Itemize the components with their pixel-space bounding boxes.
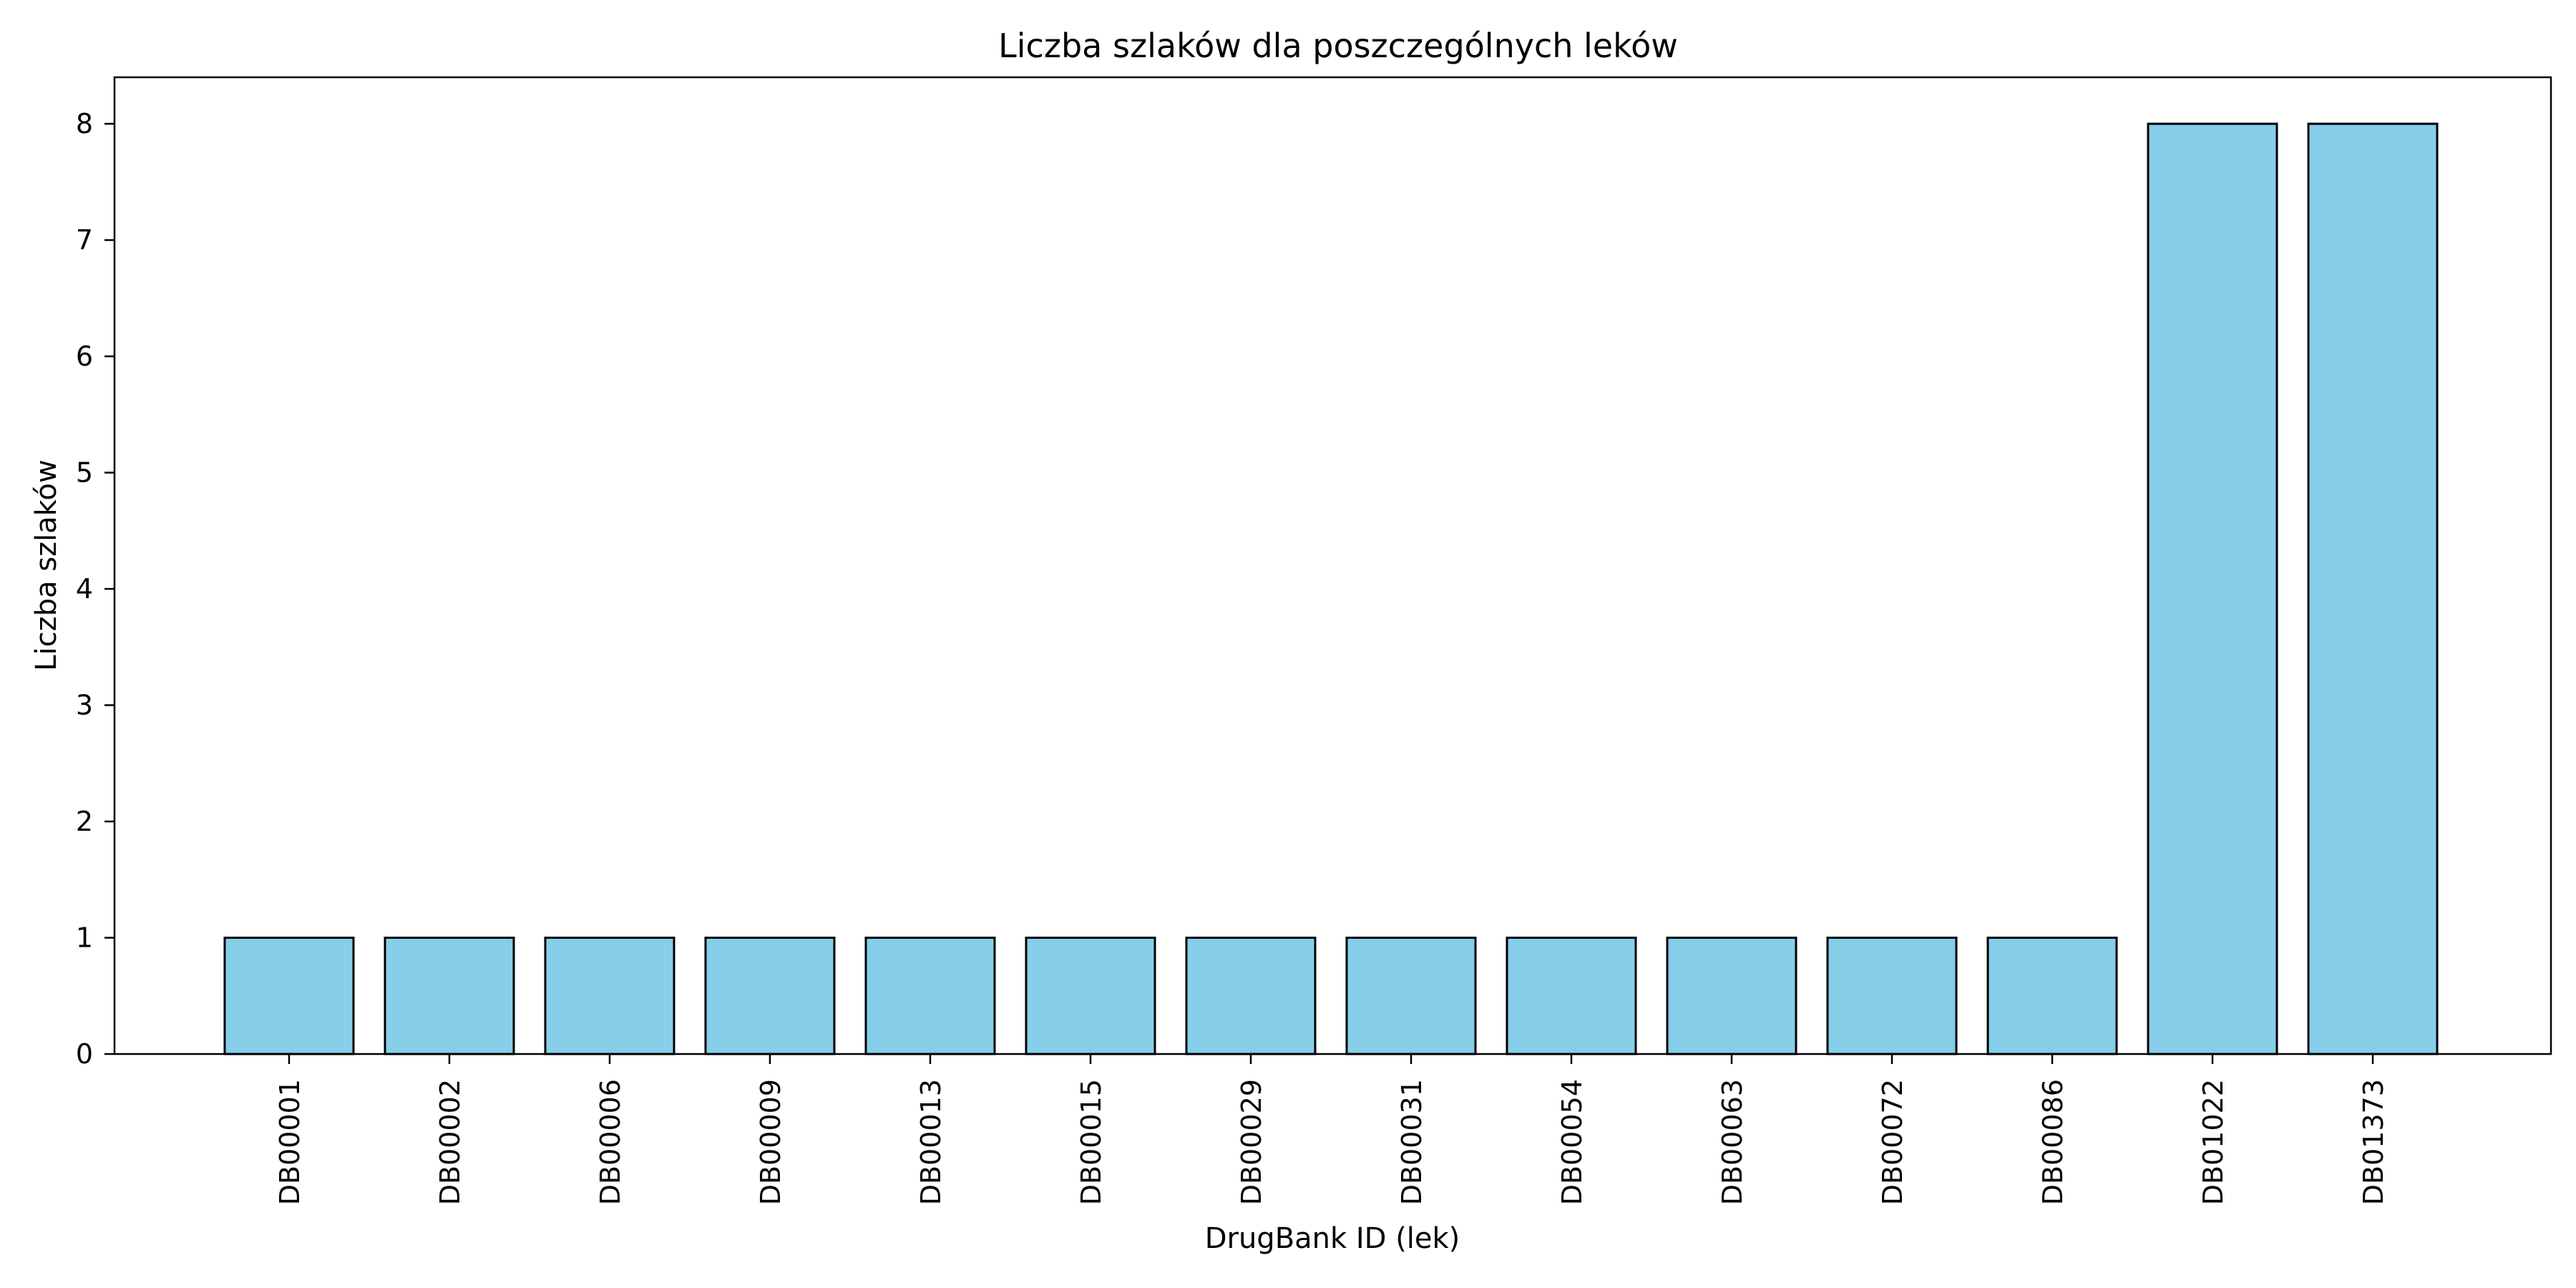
bar-db00002	[384, 937, 515, 1055]
x-tick-label: DB00063	[1717, 1079, 1748, 1205]
bar-db00063	[1666, 937, 1797, 1055]
x-tick-label: DB00002	[434, 1079, 466, 1205]
y-tick-label: 3	[76, 690, 93, 721]
x-axis-label: DrugBank ID (lek)	[1205, 1222, 1460, 1255]
y-tick-label: 4	[76, 573, 93, 605]
x-tick-label: DB00054	[1556, 1079, 1588, 1205]
bar-db00006	[544, 937, 675, 1055]
bar-db00072	[1826, 937, 1958, 1055]
y-tick-label: 1	[76, 922, 93, 954]
x-tick-label: DB00013	[915, 1079, 947, 1205]
bar-db00013	[864, 937, 996, 1055]
x-tick-label: DB00006	[595, 1079, 626, 1205]
bar-db01373	[2307, 122, 2439, 1055]
chart-title: Liczba szlaków dla poszczególnych leków	[998, 26, 1678, 65]
y-tick-label: 0	[76, 1038, 93, 1070]
y-tick-label: 5	[76, 457, 93, 489]
x-axis-ticks: DB00001 DB00002 DB00006 DB00009 DB00013 DB000…	[274, 1054, 2389, 1205]
bar-db00009	[704, 937, 836, 1055]
x-tick-label: DB00009	[755, 1079, 786, 1205]
bar-db00029	[1185, 937, 1317, 1055]
x-tick-label: DB00086	[2037, 1079, 2069, 1205]
y-tick-label: 6	[76, 341, 93, 372]
bar-db00001	[223, 937, 355, 1055]
x-tick-label: DB01373	[2358, 1079, 2389, 1205]
y-tick-label: 2	[76, 806, 93, 837]
x-tick-label: DB00001	[274, 1079, 306, 1205]
bar-db00054	[1506, 937, 1637, 1055]
x-tick-label: DB00072	[1877, 1079, 1908, 1205]
bar-db00086	[1986, 937, 2118, 1055]
bar-db00015	[1025, 937, 1156, 1055]
x-tick-label: DB00031	[1396, 1079, 1428, 1205]
x-tick-label: DB00015	[1075, 1079, 1107, 1205]
bar-db00031	[1345, 937, 1477, 1055]
x-tick-label: DB00029	[1236, 1079, 1267, 1205]
x-tick-label: DB01022	[2197, 1079, 2229, 1205]
y-axis-label: Liczba szlaków	[30, 459, 63, 670]
y-tick-label: 8	[76, 108, 93, 140]
bar-db01022	[2147, 122, 2278, 1055]
plot-area-frame	[113, 76, 2552, 1055]
bars	[223, 122, 2439, 1055]
y-tick-label: 7	[76, 225, 93, 256]
y-axis-ticks: 0 1 2 3 4 5 6 7 8	[76, 108, 114, 1070]
